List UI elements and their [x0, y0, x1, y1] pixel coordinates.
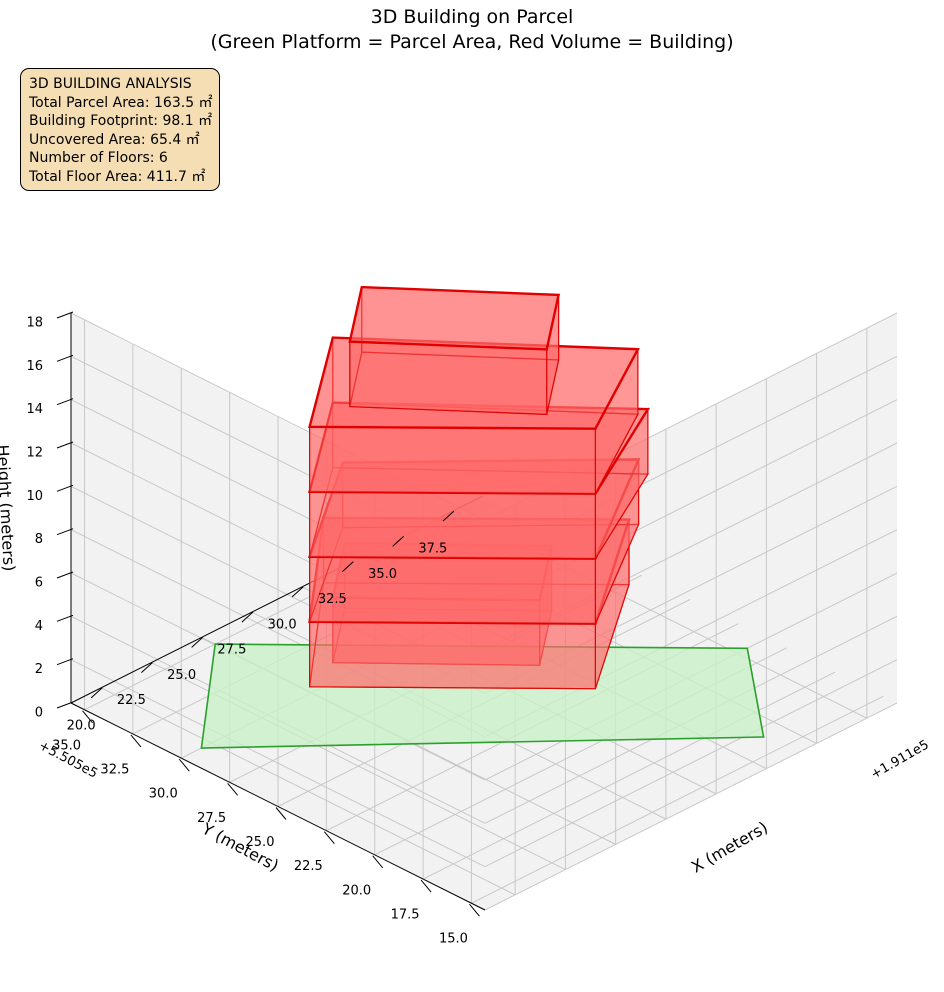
y-tick — [469, 903, 480, 917]
z-tick — [56, 614, 74, 622]
floor-6 — [348, 285, 561, 416]
z-tick-label: 0 — [35, 706, 43, 721]
y-tick — [82, 710, 93, 724]
y-tick-label: 15.0 — [439, 932, 468, 947]
z-tick-label: 6 — [35, 576, 43, 591]
stat-uncovered-area: Uncovered Area: 65.4 ㎡ — [29, 131, 200, 148]
x-tick — [191, 636, 203, 648]
y-axis-line — [70, 702, 486, 911]
z-tick — [56, 571, 74, 579]
grid-line-z — [484, 702, 898, 911]
grid-line-y — [471, 695, 884, 904]
z-tick — [56, 528, 74, 536]
right-wall-pane — [485, 313, 897, 910]
z-tick — [56, 484, 74, 492]
z-tick-label: 8 — [35, 532, 43, 547]
x-tick — [291, 586, 304, 598]
stat-building-footprint: Building Footprint: 98.1 ㎡ — [29, 113, 213, 129]
x-tick — [90, 687, 103, 699]
z-tick-label: 12 — [26, 446, 43, 461]
z-tick — [56, 354, 74, 362]
z-tick — [56, 658, 74, 666]
x-tick-label: 37.5 — [418, 542, 447, 557]
z-tick-label: 4 — [35, 619, 43, 634]
z-tick-label: 2 — [35, 662, 43, 677]
y-tick-label: 32.5 — [100, 762, 129, 777]
x-tick — [141, 662, 153, 673]
z-tick-label: 18 — [26, 316, 43, 331]
y-tick — [178, 758, 190, 772]
x-tick — [442, 510, 455, 522]
y-tick — [275, 807, 287, 820]
floor-side-face — [349, 340, 548, 416]
parcel-platform — [200, 643, 765, 749]
floor-side-face — [309, 556, 597, 625]
x-tick-label: 32.5 — [318, 592, 347, 607]
stats-heading: 3D BUILDING ANALYSIS — [29, 76, 192, 92]
floor-side-face — [309, 621, 597, 690]
y-tick — [420, 879, 432, 893]
z-axis-label: Height (meters) — [0, 444, 19, 572]
y-tick-label: 30.0 — [149, 787, 178, 802]
x-tick-label: 22.5 — [117, 693, 146, 708]
z-tick — [56, 701, 74, 709]
z-tick-label: 16 — [26, 359, 43, 374]
y-tick-label: 17.5 — [391, 908, 420, 923]
y-tick — [130, 734, 142, 748]
building-volumes — [200, 285, 765, 749]
x-tick-label: 35.0 — [368, 567, 397, 582]
y-tick-label: 25.0 — [246, 835, 275, 850]
x-tick — [241, 611, 254, 623]
x-tick-label: 30.0 — [268, 617, 297, 632]
stat-number-of-floors: Number of Floors: 6 — [29, 150, 168, 166]
stat-parcel-area: Total Parcel Area: 163.5 ㎡ — [29, 94, 213, 111]
x-tick-label: 20.0 — [67, 718, 96, 733]
floor-side-face — [309, 426, 597, 495]
grid-line-z — [484, 659, 898, 868]
y-tick — [323, 831, 335, 845]
stat-total-floor-area: Total Floor Area: 411.7 ㎡ — [29, 168, 206, 185]
y-tick — [372, 855, 384, 869]
z-tick-label: 10 — [26, 489, 43, 504]
y-tick-label: 27.5 — [197, 811, 226, 826]
z-tick — [56, 398, 74, 406]
x-tick-label: 25.0 — [167, 668, 196, 683]
grid-line-z — [70, 659, 486, 868]
y-tick-label: 35.0 — [52, 738, 81, 753]
y-tick-label: 20.0 — [342, 883, 371, 898]
analysis-stats-box: 3D BUILDING ANALYSIS Total Parcel Area: … — [20, 68, 220, 191]
chart-title: 3D Building on Parcel — [370, 6, 574, 28]
x-tick — [342, 561, 354, 573]
x-tick-label: 27.5 — [217, 643, 246, 658]
floor-top-face — [348, 285, 561, 351]
y-tick-label: 22.5 — [294, 859, 323, 874]
y-tick — [227, 782, 239, 796]
chart-subtitle: (Green Platform = Parcel Area, Red Volum… — [210, 31, 734, 53]
x-axis-label: X (meters) — [688, 818, 771, 877]
z-tick — [56, 441, 74, 449]
x-tick — [392, 536, 404, 547]
floor-5 — [308, 336, 640, 495]
x-offset-label: +1.911e5 — [868, 737, 931, 782]
z-tick-label: 14 — [26, 402, 43, 417]
grid-line-y — [422, 671, 836, 880]
z-tick — [56, 311, 74, 319]
floor-side-face — [309, 491, 597, 560]
